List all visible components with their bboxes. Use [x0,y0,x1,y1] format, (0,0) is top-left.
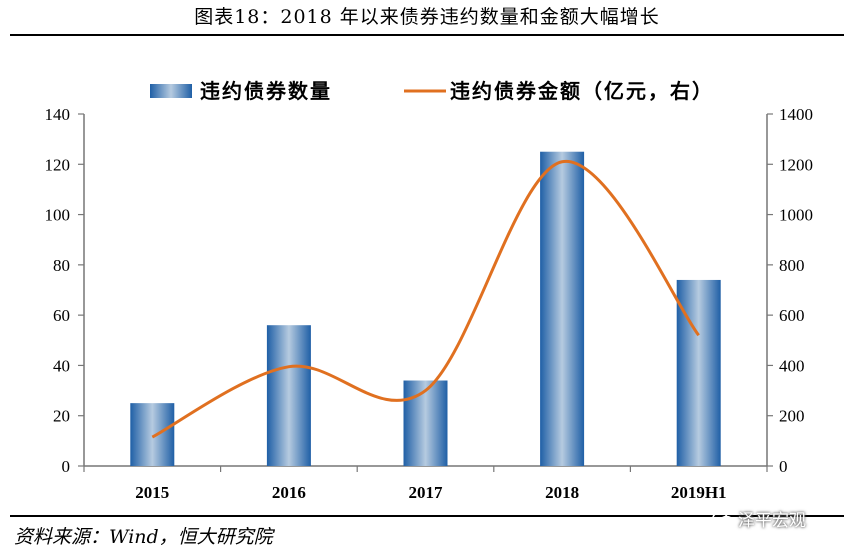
x-category-label: 2015 [135,483,169,502]
x-category-label: 2018 [545,483,579,502]
y-tick-label-left: 80 [53,256,70,275]
y-tick-label-left: 140 [45,105,71,124]
x-category-label: 2016 [272,483,306,502]
bar [130,403,175,466]
figure-title: 图表18：2018 年以来债券违约数量和金额大幅增长 [194,6,660,28]
source-note: 资料来源：Wind，恒大研究院 [14,526,273,548]
y-tick-label-left: 0 [62,457,71,476]
line-series [151,160,700,439]
legend-swatch-bar [150,84,192,98]
y-tick-label-right: 400 [779,356,805,375]
y-tick-label-left: 120 [45,155,71,174]
bar [403,380,448,466]
wechat-icon [712,511,734,526]
x-category-label: 2019H1 [671,483,727,502]
y-tick-label-right: 1400 [779,105,813,124]
y-tick-label-right: 0 [779,457,788,476]
y-tick-label-right: 600 [779,306,805,325]
x-category-label: 2017 [409,483,444,502]
chart-legend: 违约债券数量 违约债券金额（亿元，右） [150,79,714,103]
watermark: 泽平宏观 [712,506,806,531]
bar [266,325,311,466]
category-labels: 2015 2016 2017 2018 2019H1 [135,483,726,502]
top-divider [10,34,844,36]
y-tick-label-left: 40 [53,356,70,375]
legend-label-bar: 违约债券数量 [200,79,332,103]
y-tick-label-right: 800 [779,256,805,275]
bar-series [130,151,721,466]
legend-label-line: 违约债券金额（亿元，右） [450,79,714,103]
y-tick-label-left: 60 [53,306,70,325]
y-tick-label-right: 1200 [779,155,813,174]
y-tick-label-left: 100 [45,206,71,225]
y-tick-label-right: 200 [779,407,805,426]
y-tick-label-left: 20 [53,407,70,426]
y-tick-label-right: 1000 [779,206,813,225]
bottom-divider [10,515,844,517]
amount-line [151,160,700,439]
bar [540,151,585,466]
watermark-text: 泽平宏观 [738,511,806,531]
